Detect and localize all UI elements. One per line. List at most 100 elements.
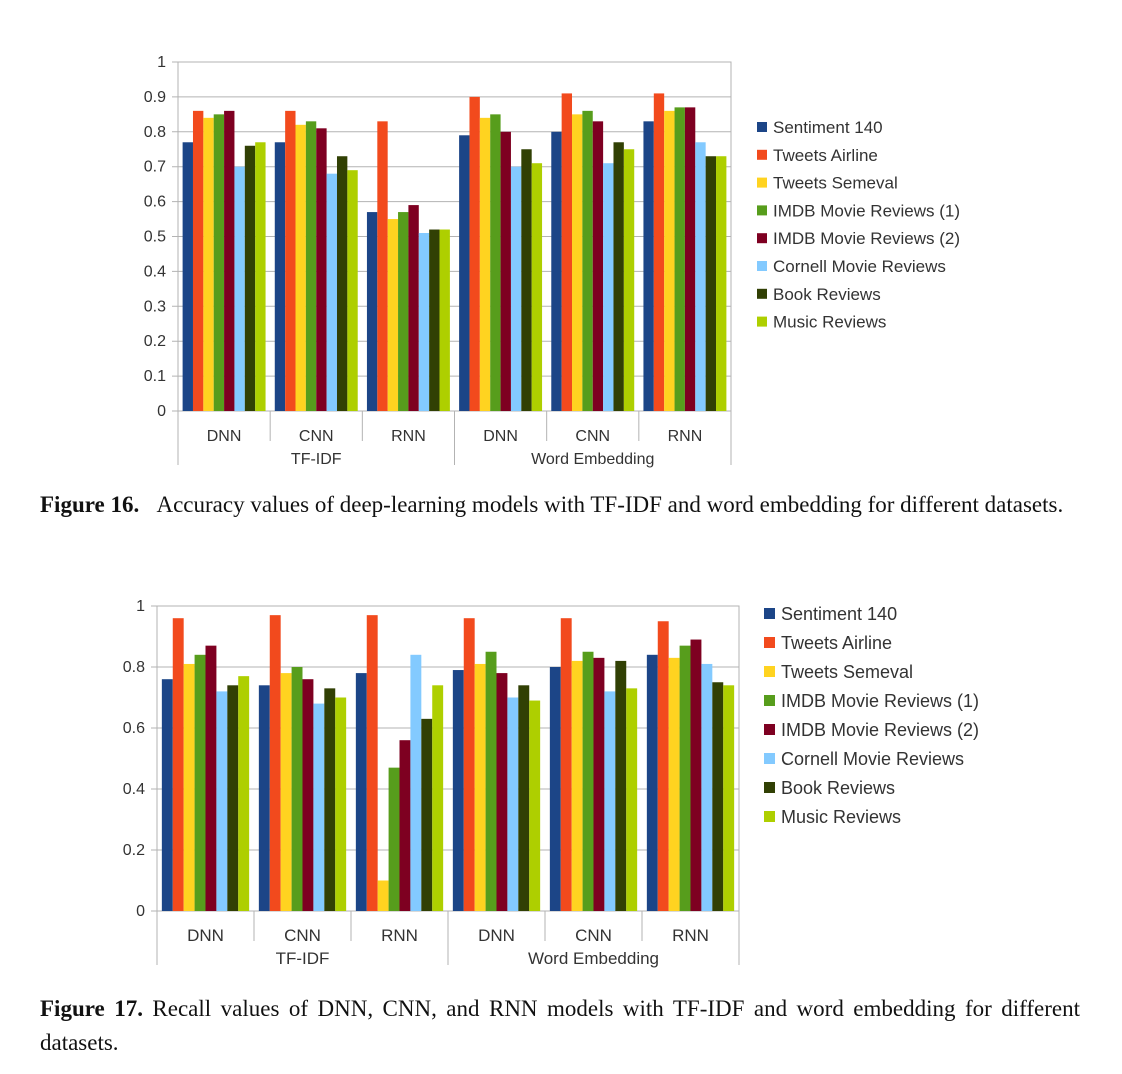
bar: [302, 679, 314, 911]
bar: [507, 697, 519, 911]
bar: [603, 163, 614, 411]
bar: [664, 110, 675, 412]
bar: [355, 673, 367, 911]
legend-swatch: [757, 261, 767, 271]
bar: [521, 149, 532, 411]
y-tick-label: 0.7: [144, 159, 166, 176]
recall-chart: 0 0.2 0.4 0.6 0.8 1 DNN CNN RNN DNN CNN RNN TF-IDF Wo…: [123, 598, 979, 968]
y-tick-label: 0.2: [144, 333, 166, 350]
bar: [418, 233, 430, 411]
x-group-label: Word Embedding: [531, 451, 654, 468]
y-tick-label: 0.2: [123, 842, 145, 859]
x-category-label: CNN: [575, 926, 612, 945]
bar: [716, 156, 727, 411]
bar: [572, 114, 583, 411]
legend-label: Tweets Semeval: [781, 662, 913, 682]
legend-label: Tweets Airline: [781, 633, 892, 653]
bar: [668, 657, 680, 911]
bar: [194, 654, 206, 911]
bar: [280, 673, 292, 911]
bar: [463, 618, 475, 911]
bar: [313, 703, 325, 911]
bar: [551, 131, 562, 412]
x-group-label: TF-IDF: [291, 451, 342, 468]
bar: [615, 660, 627, 911]
legend-swatch: [764, 753, 775, 764]
bar: [429, 229, 440, 411]
y-tick-label: 0.8: [144, 124, 166, 141]
bar: [623, 149, 635, 411]
legend-label: Tweets Semeval: [773, 174, 898, 193]
bar: [183, 663, 195, 911]
legend-swatch: [757, 288, 767, 299]
bar: [421, 718, 433, 911]
x-category-label: DNN: [478, 926, 515, 945]
y-tick-label: 0.4: [144, 263, 166, 280]
bar: [479, 117, 491, 411]
bar: [500, 131, 511, 412]
bar: [531, 163, 543, 411]
legend-swatch: [757, 149, 767, 160]
bar: [224, 110, 235, 412]
bar: [377, 121, 388, 411]
y-tick-label: 1: [136, 598, 145, 615]
legend-swatch: [764, 666, 775, 677]
bar: [336, 156, 348, 411]
legend-label: IMDB Movie Reviews (1): [781, 691, 979, 711]
x-category-label: RNN: [381, 926, 418, 945]
bar: [366, 212, 378, 411]
bar: [510, 166, 522, 411]
bar: [238, 676, 250, 911]
legend-swatch: [757, 205, 767, 216]
figure-16-caption: Figure 16. Accuracy values of deep-learn…: [40, 488, 1080, 522]
legend-label: IMDB Movie Reviews (2): [773, 229, 960, 248]
legend-swatch: [764, 637, 775, 648]
x-group-label: TF-IDF: [276, 949, 330, 968]
bar: [518, 685, 530, 911]
legend-label: Cornell Movie Reviews: [781, 749, 964, 769]
bar: [679, 645, 691, 911]
bar: [234, 166, 245, 411]
bar: [695, 142, 706, 411]
bar: [490, 114, 501, 411]
legend-swatch: [764, 782, 775, 793]
y-tick-label: 0: [157, 403, 166, 420]
y-tick-label: 0.9: [144, 89, 166, 106]
y-tick-label: 1: [157, 54, 166, 71]
bar: [592, 121, 604, 411]
bar: [335, 697, 347, 911]
bar: [459, 135, 470, 412]
legend-swatch: [764, 695, 775, 706]
legend-label: IMDB Movie Reviews (1): [773, 201, 960, 220]
bar: [192, 110, 204, 412]
bar: [723, 685, 735, 911]
legend-swatch: [757, 316, 767, 327]
bar: [613, 142, 624, 411]
x-category-label: DNN: [483, 428, 518, 445]
x-group-label: Word Embedding: [528, 949, 659, 968]
bar: [203, 117, 214, 411]
bar: [684, 107, 696, 412]
bar: [643, 121, 654, 411]
y-tick-label: 0.5: [144, 229, 166, 246]
bar: [469, 96, 480, 412]
bar: [269, 615, 281, 911]
x-category-label: DNN: [187, 926, 224, 945]
bar: [399, 740, 411, 911]
bar: [626, 688, 638, 911]
x-category-label: CNN: [575, 428, 610, 445]
bar: [571, 660, 583, 911]
bar: [388, 767, 400, 911]
bar: [561, 93, 573, 411]
legend-label: Sentiment 140: [781, 604, 897, 624]
legend-label: IMDB Movie Reviews (2): [781, 720, 979, 740]
y-tick-label: 0.3: [144, 298, 166, 315]
bar: [305, 121, 317, 411]
y-tick-label: 0.6: [123, 720, 145, 737]
bar: [387, 219, 399, 411]
bar: [560, 618, 572, 911]
x-category-label: CNN: [284, 926, 321, 945]
legend-swatch: [764, 724, 775, 735]
bar: [646, 654, 658, 911]
bar: [549, 667, 561, 911]
